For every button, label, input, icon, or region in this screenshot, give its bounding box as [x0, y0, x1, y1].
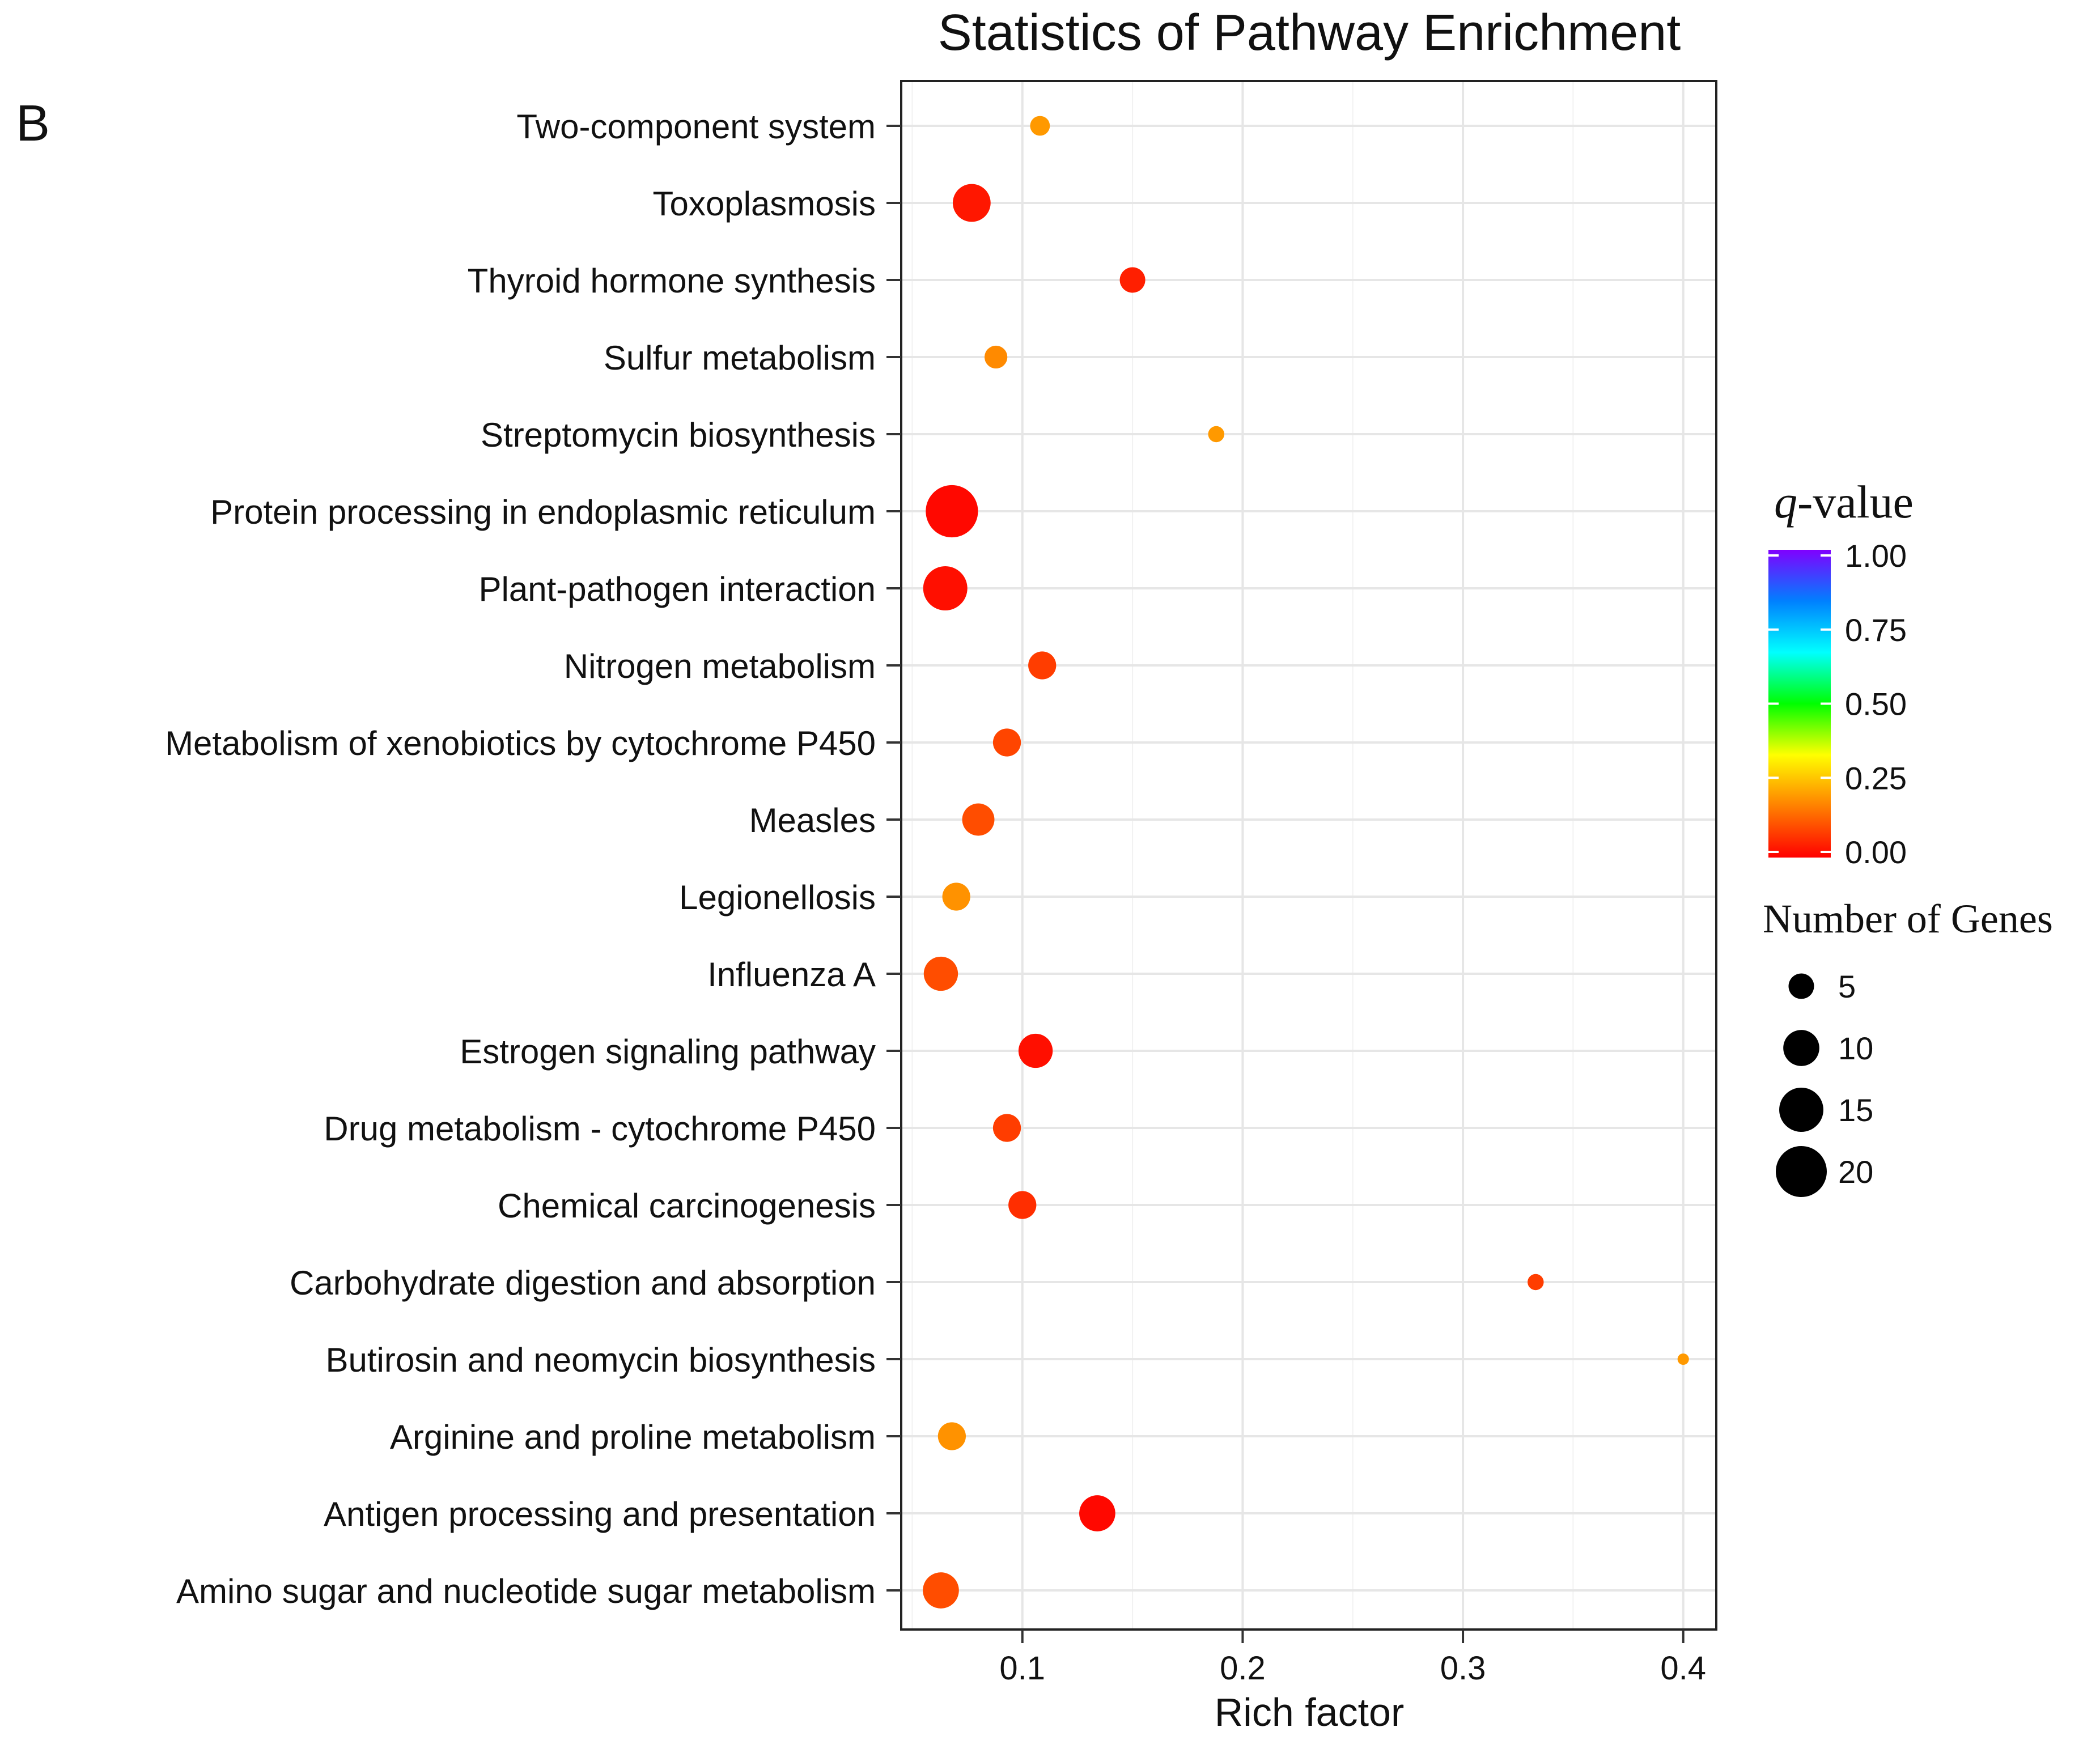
y-tick-label: Butirosin and neomycin biosynthesis	[325, 1341, 876, 1379]
y-tick-label: Measles	[749, 801, 876, 839]
data-point	[1528, 1274, 1544, 1291]
gene-count-legend: Number of Genes 5 10 15 20	[1763, 896, 2053, 1197]
y-tick-label: Drug metabolism - cytochrome P450	[324, 1110, 876, 1148]
y-tick-label: Legionellosis	[679, 879, 876, 916]
y-tick-label: Thyroid hormone synthesis	[468, 262, 876, 300]
data-point	[952, 184, 991, 222]
y-tick-label: Influenza A	[707, 956, 876, 994]
y-tick-label: Streptomycin biosynthesis	[481, 416, 876, 454]
data-point	[992, 1114, 1021, 1142]
y-tick-label: Antigen processing and presentation	[324, 1495, 876, 1533]
x-tick-label: 0.3	[1440, 1650, 1486, 1687]
q-value-legend: q-value 1.00 0.75 0.50 0.25 0.00	[1768, 476, 1914, 870]
y-tick-label: Plant-pathogen interaction	[479, 570, 876, 608]
panel-label: B	[16, 95, 50, 152]
data-point	[937, 1422, 966, 1450]
data-point	[1018, 1033, 1053, 1068]
y-tick-label: Toxoplasmosis	[653, 185, 876, 223]
size-legend-dot	[1779, 1088, 1823, 1132]
plot-border	[900, 80, 1717, 1631]
colorbar-tick-label: 0.50	[1845, 686, 1907, 722]
y-tick-label: Nitrogen metabolism	[564, 647, 876, 685]
size-legend-label: 20	[1838, 1154, 1873, 1190]
data-point	[984, 345, 1008, 369]
data-point	[923, 956, 958, 991]
q-value-legend-title-rest: -value	[1797, 476, 1914, 528]
size-legend-label: 10	[1838, 1030, 1873, 1066]
colorbar-tick-label: 1.00	[1845, 538, 1907, 574]
colorbar-tick-label: 0.75	[1845, 612, 1907, 648]
data-point	[1030, 116, 1050, 136]
y-tick-label: Two-component system	[516, 108, 876, 146]
data-point	[1079, 1495, 1115, 1531]
data-point	[1119, 267, 1146, 293]
data-point	[962, 803, 995, 836]
colorbar-ticks: 1.00 0.75 0.50 0.25 0.00	[1768, 538, 1907, 870]
y-tick-label: Metabolism of xenobiotics by cytochrome …	[165, 724, 876, 762]
y-tick-label: Protein processing in endoplasmic reticu…	[210, 493, 876, 531]
colorbar-tick-label: 0.00	[1845, 834, 1907, 870]
x-axis: 0.1 0.2 0.3 0.4	[999, 1630, 1706, 1687]
x-axis-label: Rich factor	[1215, 1690, 1405, 1734]
size-legend-dot	[1776, 1146, 1827, 1197]
y-tick-label: Estrogen signaling pathway	[460, 1033, 876, 1071]
size-legend-label: 5	[1838, 969, 1856, 1004]
x-tick-label: 0.1	[999, 1650, 1045, 1687]
data-point	[926, 485, 978, 538]
x-tick-label: 0.4	[1660, 1650, 1706, 1687]
x-tick-label: 0.2	[1220, 1650, 1266, 1687]
y-tick-label: Arginine and proline metabolism	[390, 1418, 876, 1456]
data-points	[923, 116, 1689, 1609]
q-value-legend-title: q-value	[1774, 476, 1914, 528]
data-point	[1008, 1191, 1037, 1219]
data-point	[923, 1572, 959, 1609]
gene-count-legend-title: Number of Genes	[1763, 896, 2053, 941]
q-value-legend-title-italic: q	[1774, 476, 1797, 528]
data-point	[942, 882, 970, 911]
y-tick-label: Carbohydrate digestion and absorption	[290, 1264, 876, 1302]
data-point	[1028, 651, 1057, 680]
data-point	[1677, 1353, 1689, 1365]
data-point	[923, 566, 968, 610]
data-point	[1208, 426, 1224, 443]
colorbar-tick-label: 0.25	[1845, 760, 1907, 796]
plot-area	[901, 81, 1716, 1630]
y-tick-label: Amino sugar and nucleotide sugar metabol…	[176, 1572, 876, 1610]
size-legend-label: 15	[1838, 1092, 1873, 1128]
size-legend-dot	[1783, 1030, 1819, 1066]
y-tick-label: Chemical carcinogenesis	[498, 1187, 876, 1225]
size-legend-dot	[1788, 973, 1814, 999]
gene-count-legend-entries: 5 10 15 20	[1776, 969, 1873, 1197]
chart-title: Statistics of Pathway Enrichment	[938, 5, 1681, 61]
y-tick-label: Sulfur metabolism	[604, 339, 876, 377]
q-value-colorbar	[1768, 550, 1831, 858]
y-axis: Two-component system Toxoplasmosis Thyroid…	[165, 108, 901, 1610]
data-point	[992, 728, 1021, 757]
